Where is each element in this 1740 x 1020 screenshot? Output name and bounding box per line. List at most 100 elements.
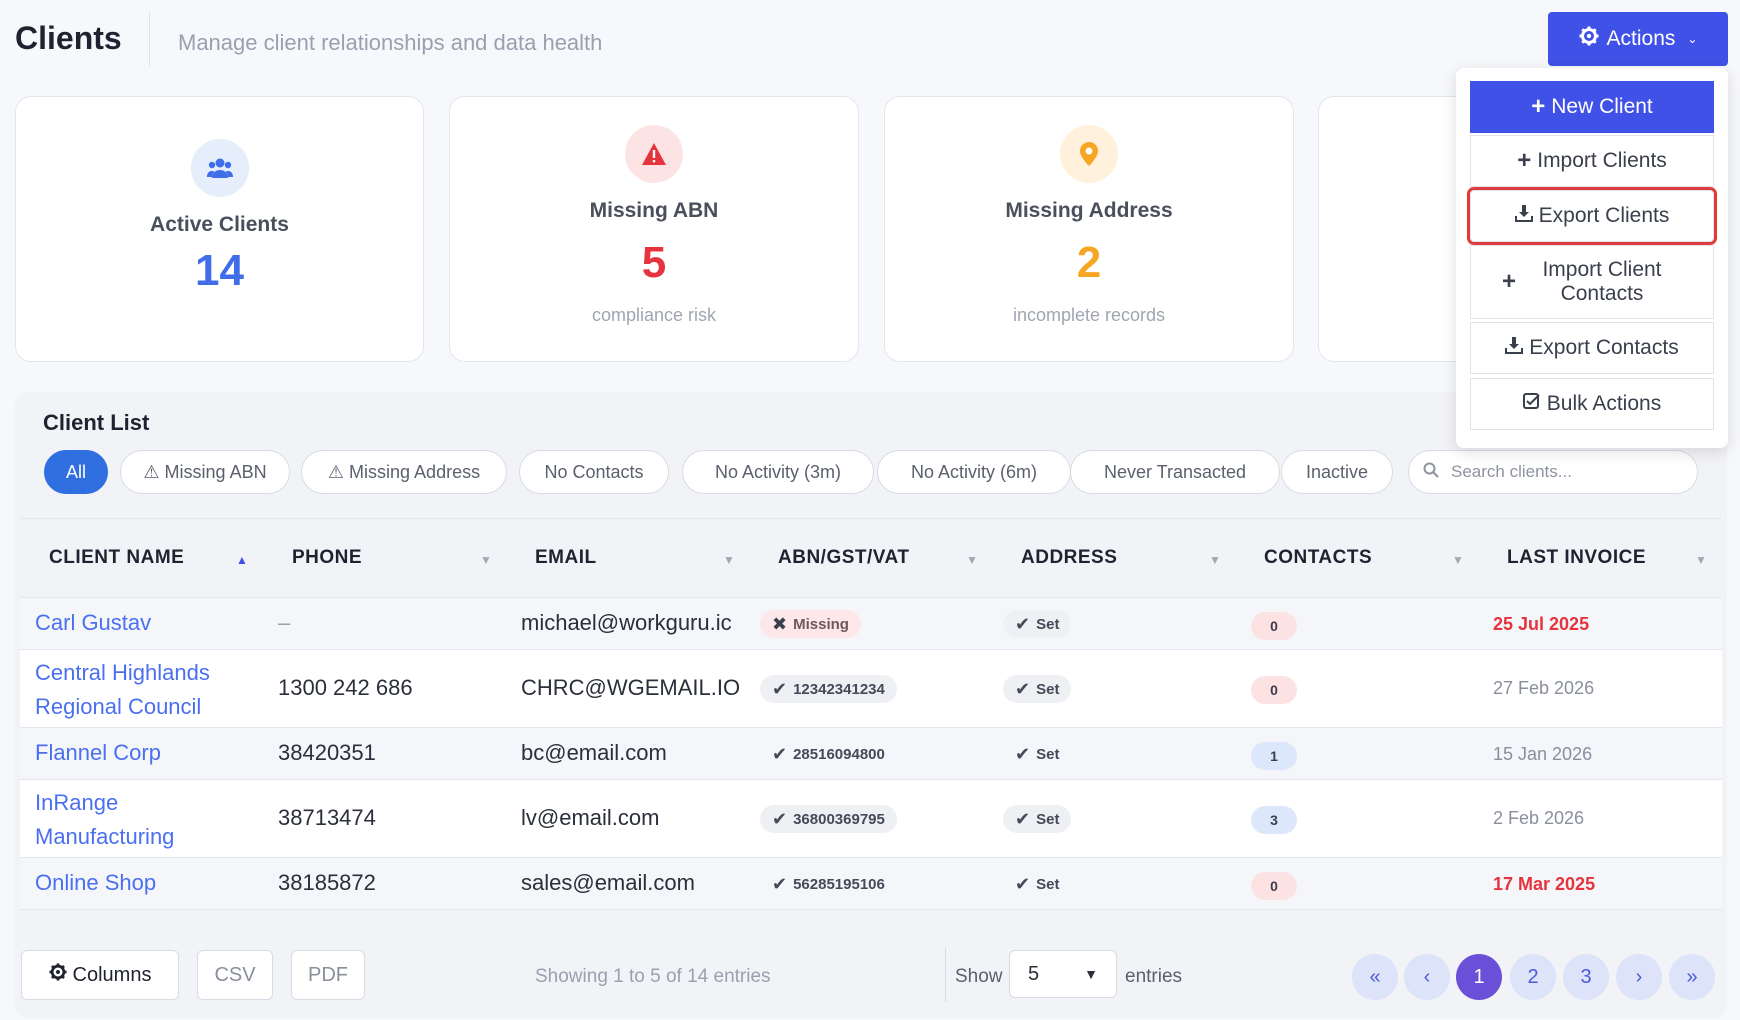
map-pin-icon <box>1060 125 1118 183</box>
plus-icon: + <box>1531 93 1546 120</box>
menu-item-import-client-contacts[interactable]: + Import Client Contacts <box>1470 245 1714 319</box>
abn-value: 36800369795 <box>793 810 885 828</box>
check-icon: ✔ <box>772 808 788 829</box>
stat-value: 2 <box>1076 238 1102 287</box>
contacts-count-badge: 0 <box>1251 676 1297 704</box>
sort-icon[interactable]: ▼ <box>723 553 735 567</box>
sort-icon[interactable]: ▼ <box>1209 553 1221 567</box>
client-name-link[interactable]: Flannel Corp <box>35 740 161 765</box>
check-icon: ✔ <box>1015 873 1031 894</box>
sort-icon[interactable]: ▼ <box>966 553 978 567</box>
page-button-1[interactable]: 1 <box>1456 954 1502 1000</box>
last-page-button[interactable]: » <box>1669 954 1715 1000</box>
column-header-email[interactable]: EMAIL <box>535 547 597 568</box>
show-label: Show <box>955 966 1003 987</box>
contacts-count-badge: 3 <box>1251 806 1297 834</box>
search-box <box>1408 450 1698 494</box>
filter-all[interactable]: All <box>44 450 108 494</box>
pagination-info: Showing 1 to 5 of 14 entries <box>535 966 771 987</box>
check-icon: ✔ <box>1015 808 1031 829</box>
client-phone: 1300 242 686 <box>278 675 413 700</box>
contacts-count-badge: 0 <box>1251 612 1297 640</box>
column-header-abn[interactable]: ABN/GST/VAT <box>778 547 910 568</box>
column-header-client-name[interactable]: CLIENT NAME <box>49 547 185 568</box>
filter-no-contacts[interactable]: No Contacts <box>519 450 669 494</box>
client-name-link[interactable]: Central Highlands Regional Council <box>35 660 210 719</box>
actions-button[interactable]: Actions ⌄ <box>1548 12 1728 66</box>
address-badge: ✔ Set <box>1003 805 1072 833</box>
plus-icon: + <box>1517 147 1532 174</box>
menu-item-export-clients[interactable]: Export Clients <box>1467 187 1717 245</box>
abn-value: 12342341234 <box>793 680 885 698</box>
pdf-button[interactable]: PDF <box>291 950 365 1000</box>
client-name-link[interactable]: Online Shop <box>35 870 157 895</box>
column-header-contacts[interactable]: CONTACTS <box>1264 547 1373 568</box>
entries-label: entries <box>1125 966 1183 987</box>
page-button-2[interactable]: 2 <box>1510 954 1556 1000</box>
client-name-link[interactable]: InRange Manufacturing <box>35 790 175 849</box>
menu-item-new-client[interactable]: + New Client <box>1470 81 1714 133</box>
last-invoice-date: 25 Jul 2025 <box>1493 614 1590 634</box>
last-invoice-date: 2 Feb 2026 <box>1493 808 1585 828</box>
columns-button[interactable]: Columns <box>21 950 179 1000</box>
table-row[interactable]: Central Highlands Regional Council 1300 … <box>20 650 1722 728</box>
warning-icon <box>625 125 683 183</box>
filter-never-transacted[interactable]: Never Transacted <box>1070 450 1280 494</box>
stat-card-active-clients: Active Clients 14 <box>15 96 424 362</box>
check-icon: ✔ <box>1015 678 1031 699</box>
client-name-link[interactable]: Carl Gustav <box>35 610 152 635</box>
table-row[interactable]: Flannel Corp 38420351 bc@email.com ✔ 285… <box>20 728 1722 780</box>
page-button-3[interactable]: 3 <box>1563 954 1609 1000</box>
page-size-value: 5 <box>1028 962 1040 985</box>
stat-label: Missing Address <box>1005 199 1173 222</box>
menu-item-export-contacts[interactable]: Export Contacts <box>1470 322 1714 374</box>
search-icon <box>1423 462 1439 483</box>
menu-item-label: Export Contacts <box>1529 336 1679 359</box>
column-header-phone[interactable]: PHONE <box>292 547 363 568</box>
stat-card-missing-address: Missing Address 2 incomplete records <box>884 96 1294 362</box>
clients-table: CLIENT NAME ▲ PHONE ▼ EMAIL ▼ ABN/GST/VA… <box>20 518 1722 910</box>
page-header: Clients Manage client relationships and … <box>0 0 1740 80</box>
header-divider <box>149 12 150 66</box>
sort-icon[interactable]: ▼ <box>480 553 492 567</box>
address-value: Set <box>1036 680 1060 698</box>
abn-badge: ✔ 36800369795 <box>760 805 897 833</box>
check-icon: ✔ <box>1015 613 1031 634</box>
sort-icon[interactable]: ▼ <box>1452 553 1464 567</box>
check-icon: ✔ <box>1015 743 1031 764</box>
contacts-count-badge: 1 <box>1251 742 1297 770</box>
sort-asc-icon[interactable]: ▲ <box>236 553 248 567</box>
address-value: Set <box>1036 875 1060 893</box>
address-badge: ✔ Set <box>1003 675 1072 703</box>
table-row[interactable]: Online Shop 38185872 sales@email.com ✔ 5… <box>20 858 1722 910</box>
table-row[interactable]: Carl Gustav – michael@workguru.ic ✖ Miss… <box>20 598 1722 650</box>
column-header-address[interactable]: ADDRESS <box>1021 547 1118 568</box>
menu-item-label: Export Clients <box>1538 204 1670 227</box>
filter-no-activity-6m[interactable]: No Activity (6m) <box>877 450 1071 494</box>
filter-missing-address[interactable]: ⚠ Missing Address <box>301 450 507 494</box>
client-phone: – <box>278 610 291 635</box>
filter-no-activity-3m[interactable]: No Activity (3m) <box>682 450 874 494</box>
column-header-last-invoice[interactable]: LAST INVOICE <box>1507 547 1647 568</box>
first-page-button[interactable]: « <box>1352 954 1398 1000</box>
stat-label: Missing ABN <box>589 199 719 222</box>
abn-value: 56285195106 <box>793 875 885 893</box>
gear-icon <box>48 963 67 987</box>
prev-page-button[interactable]: ‹ <box>1404 954 1450 1000</box>
address-badge: ✔ Set <box>1003 610 1072 638</box>
client-phone: 38713474 <box>278 805 376 830</box>
filter-inactive[interactable]: Inactive <box>1281 450 1393 494</box>
next-page-button[interactable]: › <box>1616 954 1662 1000</box>
stat-value: 14 <box>195 246 244 295</box>
menu-item-bulk-actions[interactable]: Bulk Actions <box>1470 378 1714 430</box>
table-row[interactable]: InRange Manufacturing 38713474 lv@email.… <box>20 780 1722 858</box>
search-input[interactable] <box>1451 462 1671 482</box>
sort-icon[interactable]: ▼ <box>1695 553 1707 567</box>
menu-item-import-clients[interactable]: + Import Clients <box>1470 135 1714 187</box>
abn-missing-badge: ✖ Missing <box>760 610 861 638</box>
download-icon <box>1514 204 1533 228</box>
csv-button[interactable]: CSV <box>197 950 273 1000</box>
menu-item-label: Import Clients <box>1537 149 1667 172</box>
page-size-select[interactable]: 5 ▼ <box>1009 950 1117 998</box>
filter-missing-abn[interactable]: ⚠ Missing ABN <box>120 450 290 494</box>
